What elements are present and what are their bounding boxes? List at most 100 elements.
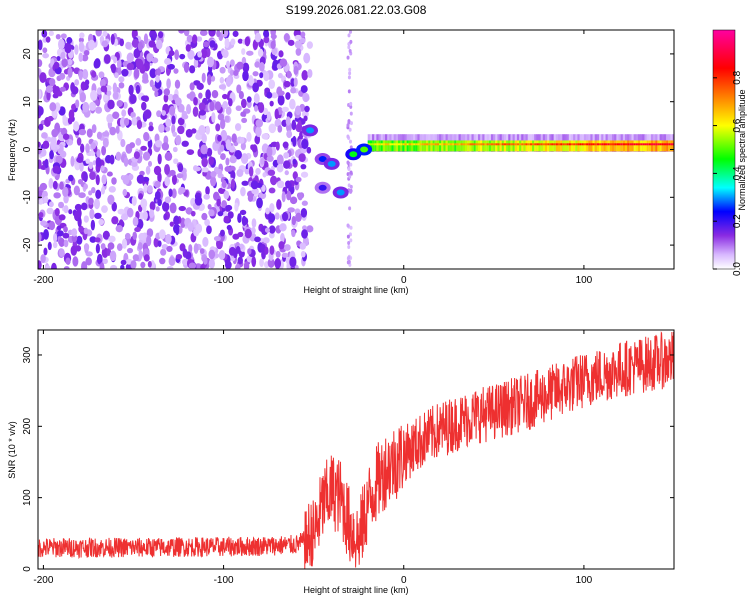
heatmap-cell (38, 159, 42, 170)
heatmap-cell (302, 225, 308, 231)
heatmap-cell (637, 140, 641, 152)
heatmap-cell (441, 140, 444, 152)
heatmap-cell (540, 140, 544, 152)
heatmap-cell (120, 264, 125, 269)
heatmap-cell (573, 143, 576, 146)
heatmap-cell (564, 140, 567, 152)
heatmap-cell (406, 143, 410, 146)
heatmap-cell (238, 250, 245, 258)
heatmap-cell (99, 78, 106, 88)
heatmap-cell (443, 143, 446, 146)
heatmap-cell (387, 140, 390, 152)
heatmap-cell (402, 143, 405, 146)
heatmap-cell (434, 143, 438, 146)
heatmap-cell (661, 143, 665, 146)
heatmap-cell (188, 262, 197, 269)
heatmap-cell (181, 140, 189, 147)
heatmap-cell (447, 140, 451, 152)
heatmap-cell (38, 141, 41, 148)
heatmap-cell (477, 140, 481, 152)
heatmap-cell (147, 160, 153, 167)
heatmap-cell (177, 117, 185, 126)
heatmap-cell (209, 40, 216, 48)
heatmap-cell (78, 192, 86, 199)
heatmap-cell (70, 245, 78, 256)
heatmap-cell (101, 174, 107, 185)
heatmap-cell (126, 52, 134, 63)
heatmap-cell (143, 183, 148, 194)
heatmap-cell (434, 140, 438, 152)
heatmap-cell (283, 244, 291, 251)
heatmap-cell (182, 248, 188, 258)
heatmap-cell (609, 140, 613, 152)
heatmap-cell (635, 140, 639, 152)
heatmap-cell (102, 131, 110, 137)
heatmap-cell (109, 154, 115, 165)
heatmap-cell (616, 143, 619, 146)
heatmap-cell (382, 140, 386, 152)
heatmap-cell (235, 263, 241, 269)
heatmap-cell (269, 100, 274, 107)
heatmap-cell (622, 143, 626, 146)
heatmap-cell (207, 56, 215, 68)
heatmap-cell (231, 133, 237, 144)
heatmap-cell (564, 143, 567, 146)
x-tick-label: 0 (401, 575, 407, 586)
heatmap-cell (306, 41, 313, 49)
heatmap-cell (220, 153, 226, 160)
heatmap-cell (55, 154, 63, 165)
heatmap-cell (348, 71, 352, 76)
heatmap-cell (268, 213, 276, 223)
heatmap-cell (197, 50, 203, 58)
heatmap-cell (201, 167, 209, 173)
y-tick-label: 300 (22, 346, 33, 363)
heatmap-cell (568, 140, 572, 152)
heatmap-cell (224, 115, 230, 123)
heatmap-cell (42, 53, 50, 59)
heatmap-cell (304, 105, 310, 113)
heatmap-cell (98, 71, 105, 79)
heatmap-cell (648, 140, 652, 152)
heatmap-cell (119, 38, 125, 47)
heatmap-cell (499, 143, 503, 146)
spectrogram-ylabel: Frequency (Hz) (7, 119, 17, 181)
heatmap-cell (38, 59, 43, 68)
x-tick-label: -200 (33, 275, 53, 286)
heatmap-cell (642, 140, 645, 152)
heatmap-cell (269, 202, 275, 213)
heatmap-cell (668, 140, 671, 152)
heatmap-cell (301, 70, 308, 81)
heatmap-cell (58, 248, 65, 257)
heatmap-cell (132, 254, 140, 262)
heatmap-cell (53, 192, 61, 199)
heatmap-cell (201, 212, 208, 221)
heatmap-cell (348, 30, 352, 34)
heatmap-cell (493, 143, 496, 146)
heatmap-cell (193, 96, 198, 106)
heatmap-cell (277, 90, 285, 96)
heatmap-cell (283, 160, 291, 169)
heatmap-cell (432, 143, 436, 146)
heatmap-cell (149, 209, 155, 218)
heatmap-cell (349, 189, 353, 194)
heatmap-cell (102, 258, 108, 265)
heatmap-cell (423, 140, 427, 152)
heatmap-cell (178, 186, 186, 194)
heatmap-cell (106, 247, 112, 257)
heatmap-cell (259, 72, 264, 79)
heatmap-cell (348, 139, 352, 144)
heatmap-cell (291, 119, 297, 131)
heatmap-cell (473, 140, 477, 152)
heatmap-cell (646, 140, 650, 152)
heatmap-cell (222, 100, 228, 110)
heatmap-cell (52, 241, 58, 249)
heatmap-cell (254, 61, 261, 68)
heatmap-cell (161, 243, 168, 250)
heatmap-cell (158, 229, 166, 240)
heatmap-cell (277, 94, 285, 106)
heatmap-cell (107, 194, 115, 205)
heatmap-cell (469, 140, 472, 152)
heatmap-cell (516, 140, 520, 152)
heatmap-cell (218, 250, 226, 260)
